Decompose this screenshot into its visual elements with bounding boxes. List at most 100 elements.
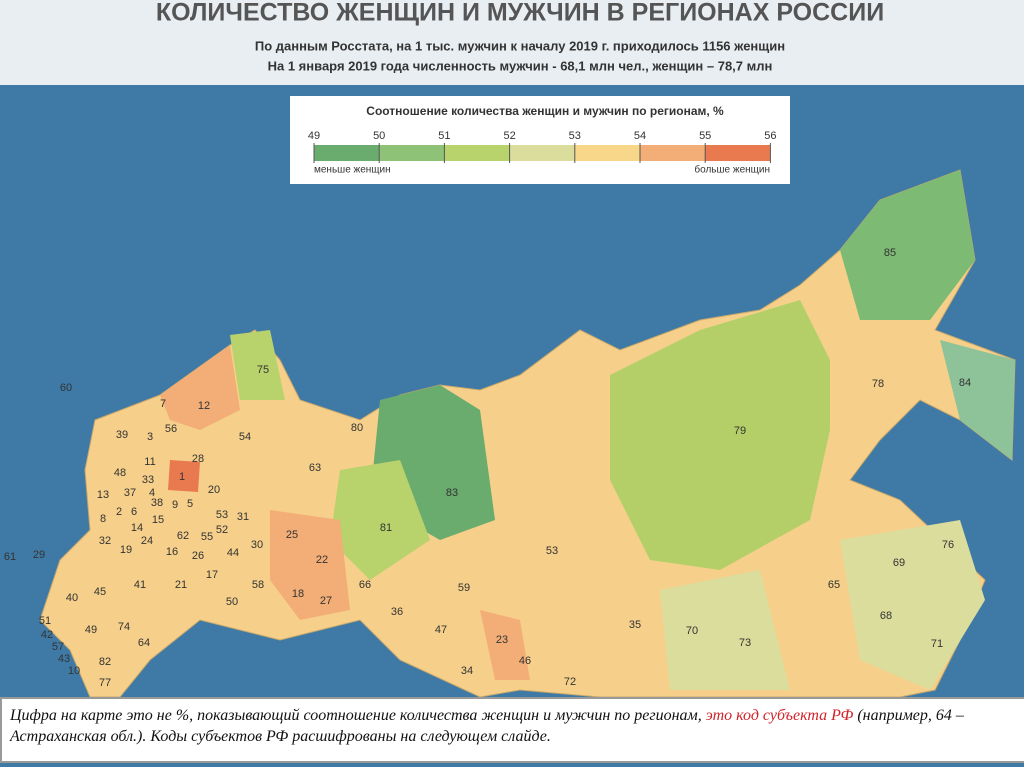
region-code: 1	[179, 471, 185, 483]
region-code: 13	[97, 489, 109, 501]
region-code: 81	[380, 522, 392, 534]
region-code: 48	[114, 467, 126, 479]
region-code: 9	[172, 499, 178, 511]
legend-tick: 55	[699, 130, 711, 142]
region-code: 85	[884, 247, 896, 259]
region-code: 57	[52, 641, 64, 653]
region-code: 75	[257, 364, 269, 376]
region-code: 14	[131, 522, 143, 534]
region-code: 20	[208, 484, 220, 496]
legend-tick: 50	[373, 130, 385, 142]
region-code: 11	[144, 456, 155, 468]
region-code: 55	[201, 531, 213, 543]
region-code: 34	[461, 665, 473, 677]
region-code: 61	[4, 551, 16, 563]
legend-swatch	[314, 145, 380, 161]
legend-tick: 49	[308, 130, 320, 142]
region-code: 4	[149, 487, 155, 499]
region-code: 50	[226, 596, 238, 608]
region-code: 49	[85, 624, 97, 636]
region-code: 22	[316, 554, 328, 566]
title: КОЛИЧЕСТВО ЖЕНЩИН И МУЖЧИН В РЕГИОНАХ РО…	[156, 0, 884, 27]
legend-tick: 52	[503, 130, 515, 142]
legend-tick: 51	[438, 130, 450, 142]
region-code: 74	[118, 621, 130, 633]
legend-tick: 53	[569, 130, 581, 142]
region-code: 46	[519, 655, 531, 667]
region-code: 76	[942, 539, 954, 551]
region-code: 24	[141, 535, 153, 547]
region-code: 5	[187, 498, 193, 510]
region-code: 45	[94, 586, 106, 598]
region-code: 70	[686, 625, 698, 637]
region-code: 44	[227, 547, 239, 559]
region-code: 16	[166, 546, 178, 558]
region-code: 39	[116, 429, 128, 441]
region-code: 62	[177, 530, 189, 542]
region-code: 53	[546, 545, 558, 557]
region-code: 78	[872, 378, 884, 390]
region-code: 33	[142, 474, 154, 486]
region-code: 29	[33, 549, 45, 561]
region-code: 43	[58, 653, 70, 665]
region-code: 65	[828, 579, 840, 591]
region-code: 27	[320, 595, 332, 607]
region-code: 71	[931, 638, 943, 650]
region-code: 64	[138, 637, 150, 649]
region-code: 52	[216, 524, 228, 536]
legend-swatch	[379, 145, 445, 161]
region-code: 2	[116, 506, 122, 518]
caption-text: Цифра на карте это не %, показывающий со…	[10, 707, 706, 724]
region-code: 3	[147, 431, 153, 443]
region-code: 12	[198, 400, 210, 412]
region-code: 26	[192, 550, 204, 562]
region-code: 63	[309, 462, 321, 474]
region-code: 35	[629, 619, 641, 631]
region-code: 73	[739, 637, 751, 649]
region-code: 15	[152, 514, 164, 526]
legend-swatch	[509, 145, 575, 161]
region-code: 79	[734, 425, 746, 437]
subtitle: На 1 января 2019 года численность мужчин…	[268, 58, 773, 73]
legend-swatch	[574, 145, 640, 161]
region-code: 56	[165, 423, 177, 435]
subtitle: По данным Росстата, на 1 тыс. мужчин к н…	[255, 38, 785, 53]
region-code: 84	[959, 377, 971, 389]
region-code: 77	[99, 677, 111, 689]
region-code: 37	[124, 487, 136, 499]
region-code: 10	[68, 665, 80, 677]
region-code: 66	[359, 579, 371, 591]
region-code: 68	[880, 610, 892, 622]
legend-tick: 56	[764, 130, 776, 142]
caption: Цифра на карте это не %, показывающий со…	[0, 697, 1024, 763]
region-code: 18	[292, 588, 304, 600]
legend-tick: 54	[634, 130, 646, 142]
region-code: 53	[216, 509, 228, 521]
region-code: 59	[458, 582, 470, 594]
region-code: 41	[134, 579, 146, 591]
region-code: 23	[496, 634, 508, 646]
region-code: 7	[160, 398, 166, 410]
region-code: 17	[206, 569, 218, 581]
region-code: 36	[391, 606, 403, 618]
region-code: 8	[100, 513, 106, 525]
region-code: 30	[251, 539, 263, 551]
region-code: 60	[60, 382, 72, 394]
region-code: 19	[120, 544, 132, 556]
region-code: 83	[446, 487, 458, 499]
legend-box	[290, 96, 790, 184]
region-code: 28	[192, 453, 204, 465]
region-code: 32	[99, 535, 111, 547]
legend-swatch	[444, 145, 510, 161]
caption-text: (например, 64 –Астраханская обл.). Коды …	[10, 707, 964, 745]
region-code: 72	[564, 676, 576, 688]
landmass	[39, 169, 1016, 698]
legend-title: Соотношение количества женщин и мужчин п…	[366, 104, 724, 118]
legend-swatch	[640, 145, 706, 161]
region-code: 21	[175, 579, 187, 591]
legend-swatch	[705, 145, 771, 161]
region-code: 6	[131, 506, 137, 518]
legend-high: больше женщин	[694, 164, 770, 176]
region-code: 47	[435, 624, 447, 636]
